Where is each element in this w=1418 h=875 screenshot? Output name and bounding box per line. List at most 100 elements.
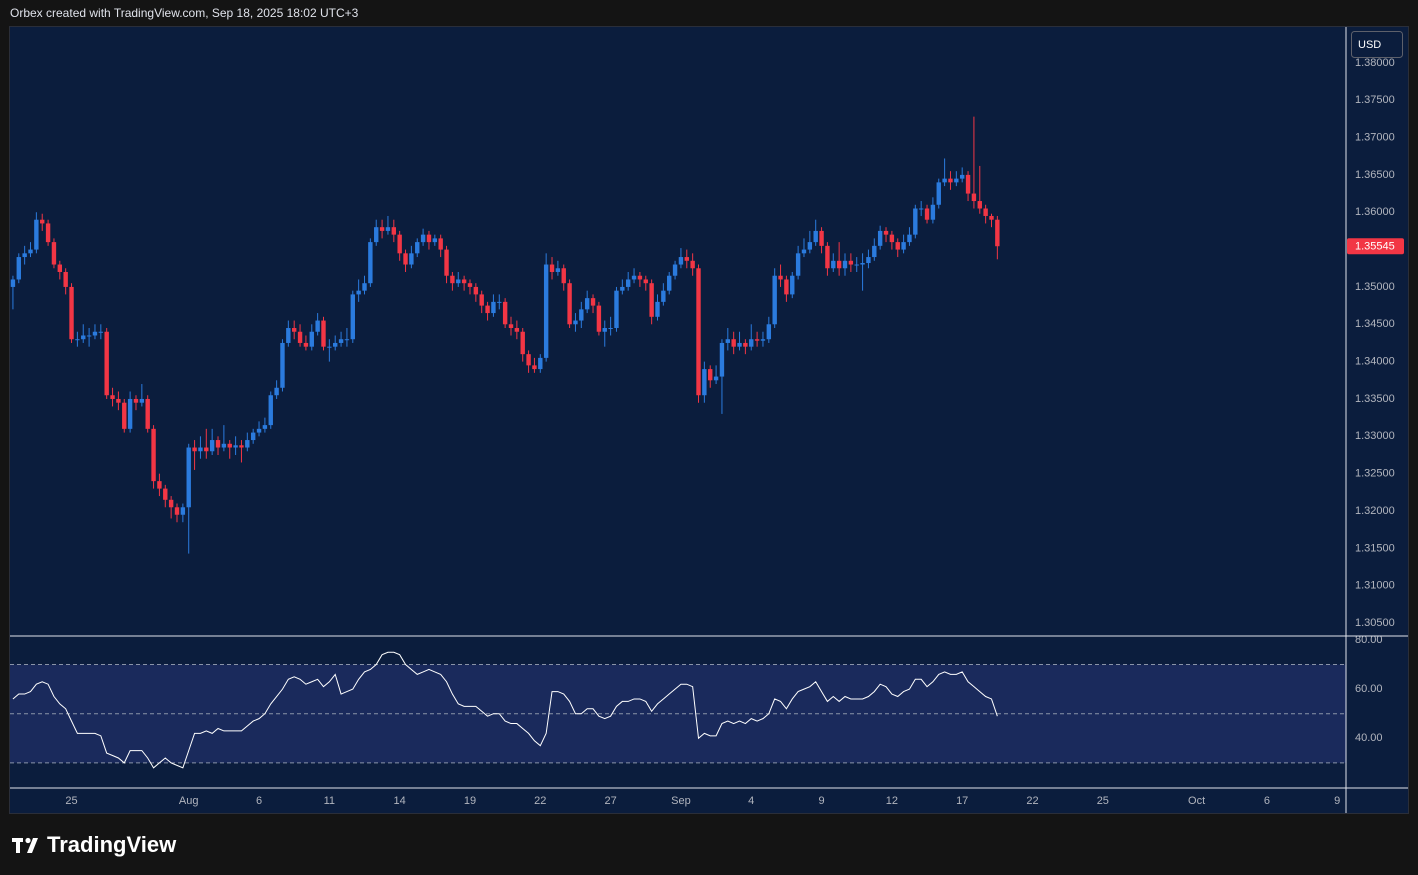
candle-body [286, 328, 291, 343]
candle-body [520, 331, 525, 355]
plot-area: 1.30500 1.31000 1.31500 1.32000 1.32500 1.330… [10, 57, 1404, 807]
candle-body [895, 242, 900, 250]
candle-body [204, 447, 209, 452]
candle-body [409, 253, 414, 265]
candle-body [848, 260, 854, 265]
candle-body [995, 219, 1000, 247]
candle-body [163, 488, 168, 500]
candle-body [614, 290, 619, 329]
x-tick-label: 11 [324, 795, 335, 807]
indicator-line [12, 651, 998, 769]
candle-body [948, 178, 953, 183]
candle-body [432, 238, 438, 243]
candle-body [866, 257, 871, 264]
candle-body [555, 268, 561, 272]
candle-body [122, 402, 127, 429]
x-tick-label: 22 [1026, 795, 1038, 807]
candle-body [649, 283, 654, 317]
candle-body [543, 264, 549, 358]
candle-body [485, 305, 490, 314]
x-tick-label: Aug [179, 795, 199, 807]
candle-body [86, 335, 92, 337]
candle-body [579, 309, 584, 321]
candle-body [672, 264, 678, 276]
candle-body [491, 301, 496, 314]
y-tick-label: 1.36500 [1355, 169, 1395, 181]
indicator-tick-label: 60.00 [1355, 683, 1383, 695]
candle-body [426, 234, 432, 243]
candle-body [280, 342, 285, 388]
candle-body [514, 328, 520, 332]
candle-body [754, 339, 760, 341]
x-tick-label: 19 [464, 795, 476, 807]
candle-body [385, 227, 391, 231]
last-price-tag [1347, 238, 1404, 255]
candle-body [16, 257, 21, 280]
indicator-tick-label: 40.00 [1355, 732, 1383, 744]
candle-body [98, 331, 104, 333]
candle-body [327, 346, 332, 348]
y-tick-label: 1.30500 [1355, 617, 1395, 629]
x-tick-label: 25 [65, 795, 77, 807]
candle-body [567, 283, 572, 325]
candle-body [983, 208, 988, 216]
candle-body [602, 328, 607, 332]
x-tick-label: 12 [886, 795, 898, 807]
candle-body [643, 279, 648, 284]
candle-body [549, 264, 555, 272]
candle-body [274, 387, 279, 396]
candle-body [157, 481, 162, 489]
watermark: TradingView [47, 832, 177, 857]
y-tick-label: 1.36000 [1355, 206, 1395, 218]
candle-body [831, 260, 836, 269]
candle-body [245, 440, 250, 448]
candle-body [708, 369, 713, 381]
y-tick-label: 1.35000 [1355, 281, 1395, 293]
candle-body [737, 342, 742, 347]
candle-body [918, 208, 924, 210]
last-price-label: 1.35545 [1355, 241, 1395, 253]
candle-body [139, 398, 145, 403]
currency-label[interactable]: USD [1358, 39, 1381, 51]
candle-body [256, 428, 262, 433]
x-tick-label: 9 [818, 795, 824, 807]
candle-body [239, 445, 244, 448]
candle-body [110, 395, 115, 399]
candle-body [942, 178, 947, 183]
candle-body [936, 182, 941, 205]
candle-body [825, 245, 830, 269]
candle-body [180, 507, 186, 515]
candle-body [420, 234, 426, 243]
candle-body [461, 279, 467, 284]
candle-body [362, 283, 367, 291]
candle-body [989, 215, 994, 220]
currency-box[interactable] [1351, 31, 1403, 58]
candle-body [186, 447, 191, 508]
candle-body [913, 208, 918, 235]
candle-body [778, 275, 783, 280]
candle-body [403, 253, 408, 265]
candle-body [444, 249, 449, 276]
candle-body [127, 398, 133, 429]
candle-body [795, 253, 801, 276]
candle-body [104, 331, 109, 396]
candle-body [965, 174, 971, 194]
candle-body [901, 242, 906, 250]
candle-body [596, 305, 602, 332]
candle-body [133, 398, 139, 403]
logo-shape [16, 838, 20, 853]
y-tick-label: 1.37500 [1355, 94, 1395, 106]
candle-body [338, 339, 344, 343]
candle-body [725, 339, 731, 343]
candle-body [608, 328, 613, 330]
y-tick-label: 1.34500 [1355, 318, 1395, 330]
candle-body [772, 275, 777, 325]
header-text: Orbex created with TradingView.com, Sep … [10, 6, 359, 20]
y-tick-label: 1.33500 [1355, 393, 1395, 405]
candle-body [145, 398, 150, 429]
candle-body [790, 275, 795, 295]
candle-body [34, 219, 39, 250]
x-tick-label: 6 [1264, 795, 1270, 807]
candle-body [573, 320, 578, 325]
candle-body [192, 447, 197, 452]
